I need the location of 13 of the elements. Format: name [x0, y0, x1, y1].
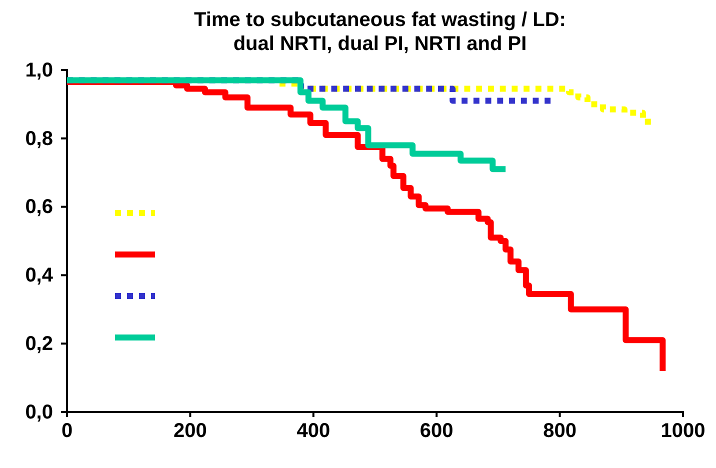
- y-tick-label: 0,6: [25, 196, 53, 218]
- x-tick-label: 400: [296, 420, 330, 442]
- y-tick-label: 1,0: [25, 59, 53, 82]
- y-tick-label: 0,0: [25, 401, 53, 424]
- y-tick-label: 0,4: [25, 264, 54, 287]
- chart-title: Time to subcutaneous fat wasting / LD: dual NRTI, dual PI, NRTI and PI: [194, 9, 566, 55]
- y-tick-label: 0,2: [25, 333, 53, 355]
- x-tick-label: 800: [543, 420, 576, 442]
- y-tick-label: 0,8: [25, 128, 53, 150]
- x-tick-label: 0: [61, 420, 73, 442]
- x-tick-label: 200: [174, 420, 207, 442]
- x-tick-label: 1000: [660, 420, 706, 442]
- x-tick-label: 600: [420, 420, 454, 442]
